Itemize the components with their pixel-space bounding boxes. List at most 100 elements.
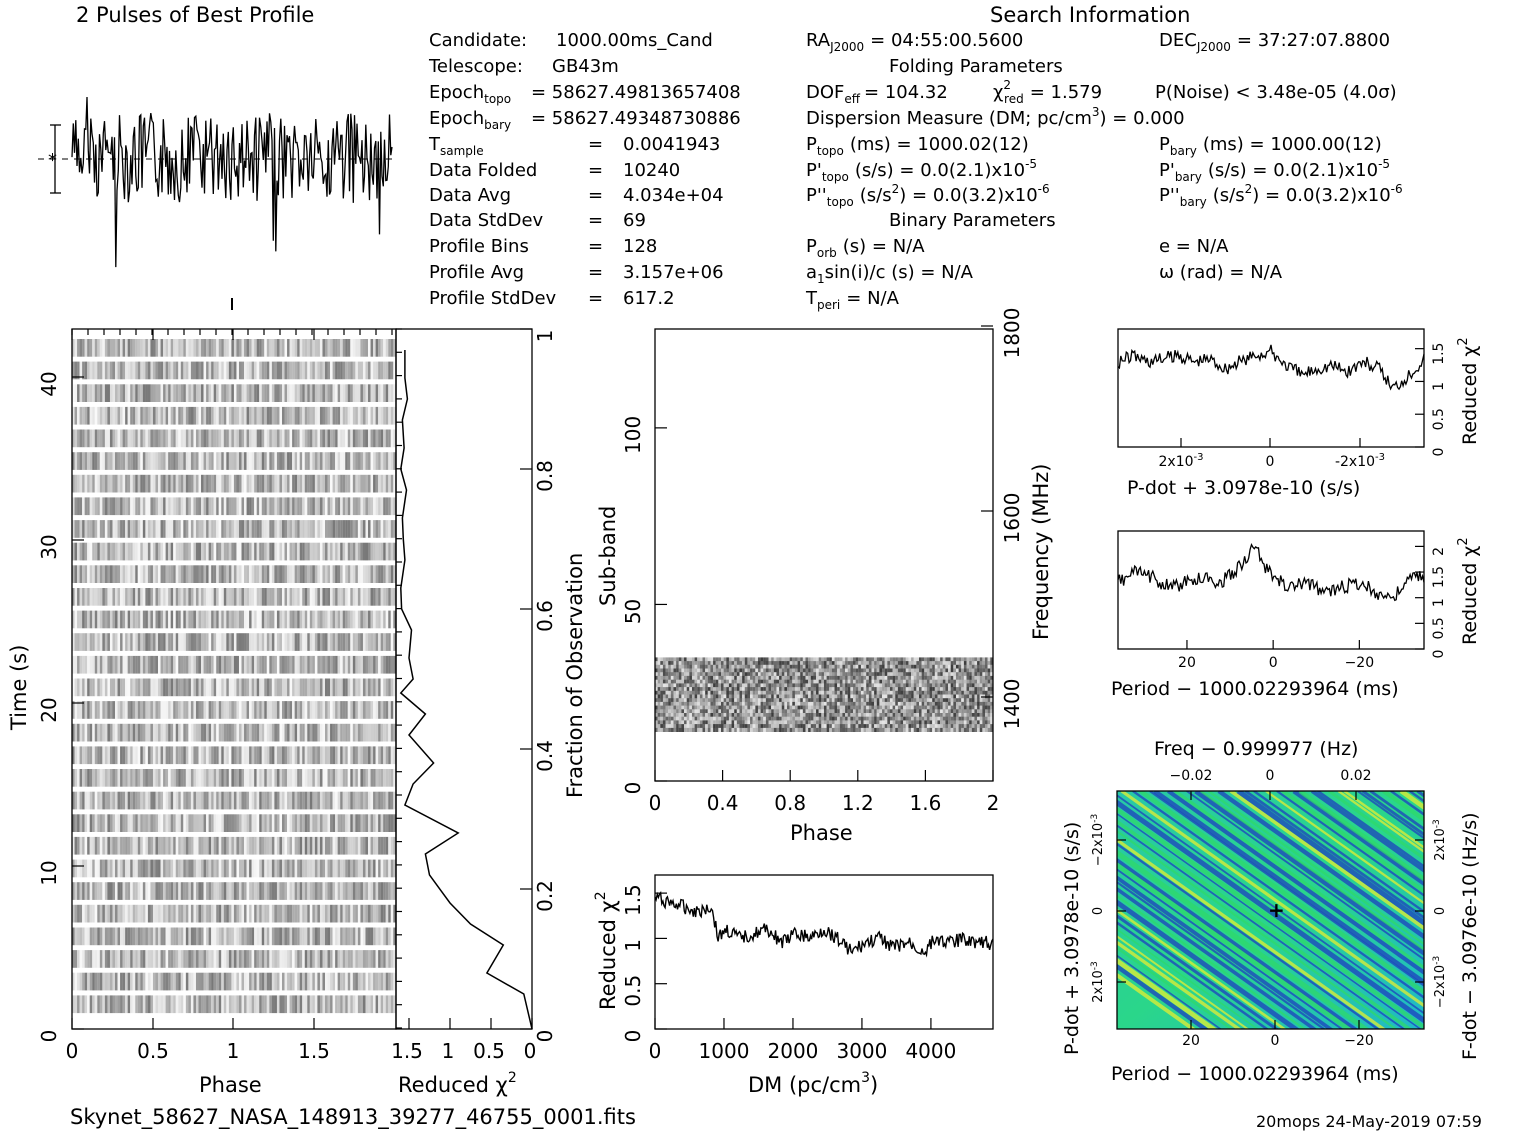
time-phase-cell: [195, 565, 199, 583]
time-phase-cell: [92, 972, 95, 991]
subband-cell: [948, 664, 951, 669]
time-phase-cell: [302, 746, 305, 765]
time-phase-cell: [378, 633, 381, 651]
time-phase-cell: [233, 339, 237, 357]
time-phase-cell: [72, 950, 75, 968]
time-phase-cell: [175, 995, 179, 1014]
subband-cell: [736, 664, 740, 669]
time-phase-cell: [160, 497, 164, 516]
subband-cell: [742, 672, 745, 677]
time-phase-cell: [388, 452, 391, 470]
subband-cell: [773, 664, 777, 669]
subband-cell: [678, 657, 682, 662]
time-phase-cell: [211, 406, 214, 425]
time-phase-cell: [236, 995, 240, 1014]
time-phase-cell: [340, 904, 343, 923]
time-phase-cell: [259, 474, 262, 493]
subband-cell: [821, 664, 825, 669]
time-phase-cell: [335, 565, 338, 583]
subband-cell: [773, 679, 777, 684]
time-phase-cell: [82, 723, 85, 742]
time-phase-cell: [294, 972, 298, 991]
time-phase-cell: [340, 678, 343, 697]
time-phase-cell: [256, 474, 260, 493]
time-phase-cell: [362, 836, 366, 855]
time-phase-cell: [236, 542, 240, 561]
subband-cell: [713, 675, 716, 680]
time-phase-cell: [236, 927, 240, 946]
time-phase-cell: [107, 361, 111, 380]
time-phase-cell: [125, 474, 128, 493]
time-phase-cell: [188, 791, 191, 810]
time-phase-cell: [218, 746, 222, 765]
time-phase-cell: [221, 384, 224, 402]
time-phase-cell: [178, 859, 181, 878]
time-phase-cell: [244, 769, 247, 787]
time-phase-cell: [178, 474, 181, 493]
subband-cell: [926, 664, 930, 669]
subband-cell: [684, 664, 687, 669]
time-phase-cell: [72, 882, 75, 900]
time-phase-cell: [112, 701, 116, 719]
time-phase-cell: [342, 746, 346, 765]
time-phase-cell: [168, 746, 171, 765]
time-phase-cell: [213, 339, 217, 357]
time-phase-cell: [380, 361, 384, 380]
subband-cell: [802, 668, 806, 673]
time-phase-cell: [99, 904, 103, 923]
time-phase-cell: [325, 927, 328, 946]
time-phase-cell: [130, 565, 133, 583]
time-phase-cell: [345, 701, 348, 719]
time-phase-cell: [299, 339, 303, 357]
subband-cell: [710, 657, 714, 662]
time-phase-cell: [259, 701, 262, 719]
subband-cell: [744, 675, 748, 680]
time-phase-cell: [216, 972, 219, 991]
subband-cell: [831, 664, 835, 669]
time-phase-cell: [120, 904, 123, 923]
time-phase-cell: [152, 746, 156, 765]
time-phase-cell: [297, 927, 300, 946]
time-phase-cell: [213, 610, 217, 629]
time-phase-cell: [325, 452, 328, 470]
time-phase-cell: [195, 406, 199, 425]
time-phase-cell: [332, 610, 336, 629]
time-phase-cell: [259, 655, 262, 674]
time-phase-cell: [332, 859, 336, 878]
subband-cell: [874, 668, 877, 673]
subband-cell: [710, 672, 714, 677]
time-phase-cell: [388, 769, 391, 787]
time-phase-cell: [314, 633, 318, 651]
time-phase-cell: [203, 542, 207, 561]
time-phase-cell: [158, 497, 161, 516]
time-phase-cell: [261, 791, 265, 810]
time-phase-cell: [185, 429, 189, 448]
time-phase-cell: [335, 950, 338, 968]
time-phase-cell: [87, 701, 90, 719]
time-phase-cell: [289, 972, 293, 991]
time-phase-cell: [271, 950, 275, 968]
subband-cell: [771, 657, 774, 662]
subband-cell: [971, 664, 975, 669]
time-phase-cell: [72, 972, 75, 991]
subband-cell: [784, 672, 788, 677]
subband-cell: [694, 675, 698, 680]
time-phase-cell: [99, 384, 103, 402]
time-phase-cell: [82, 497, 85, 516]
time-phase-cell: [332, 384, 336, 402]
time-phase-cell: [79, 588, 83, 606]
time-phase-cell: [188, 655, 191, 674]
subband-cell: [850, 675, 854, 680]
time-phase-cell: [393, 406, 396, 425]
subband-cell: [884, 664, 888, 669]
time-phase-cell: [160, 723, 164, 742]
time-phase-cell: [355, 610, 358, 629]
time-phase-cell: [244, 882, 247, 900]
time-phase-cell: [145, 972, 148, 991]
time-phase-cell: [84, 859, 88, 878]
subband-cell: [721, 664, 724, 669]
subband-cell: [934, 672, 938, 677]
time-phase-cell: [120, 859, 123, 878]
subband-cell: [763, 683, 766, 688]
time-phase-cell: [251, 882, 255, 900]
